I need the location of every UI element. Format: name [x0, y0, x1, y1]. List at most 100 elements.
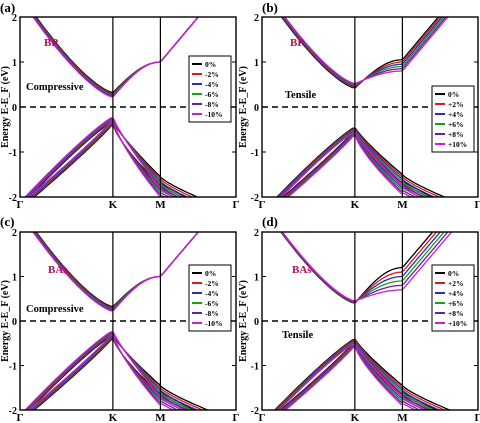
legend-entry: -2%: [205, 279, 219, 288]
x-tick-label: Γ: [475, 199, 480, 211]
band-line: [24, 116, 176, 197]
panel-label: (d): [262, 214, 278, 229]
x-tick-label: Γ: [17, 199, 24, 211]
bands: [24, 17, 200, 197]
y-axis-label: Energy E-E_F (eV): [0, 280, 11, 362]
panel-label: (c): [0, 214, 14, 229]
strain-label: Tensile: [285, 90, 316, 101]
band-line: [276, 341, 436, 410]
legend-entry: -8%: [205, 309, 219, 318]
band-line: [284, 132, 425, 197]
band-line: [285, 133, 421, 197]
band-line: [282, 345, 425, 410]
legend-entry: 0%: [205, 269, 216, 278]
band-line: [286, 134, 417, 197]
y-tick-label: 0: [254, 103, 259, 114]
x-tick-label: Γ: [259, 199, 266, 211]
y-tick-label: 2: [254, 228, 259, 239]
band-line: [284, 346, 417, 410]
legend-entry: +8%: [448, 309, 464, 318]
band-line: [27, 334, 175, 410]
legend-entry: +10%: [448, 319, 467, 328]
y-tick-label: 0: [12, 317, 17, 328]
band-line: [32, 17, 200, 98]
y-tick-label: 2: [12, 13, 17, 24]
legend-entry: +4%: [448, 110, 464, 119]
legend: 0%-2%-4%-6%-8%-10%: [188, 55, 232, 123]
band-line: [275, 340, 441, 410]
legend-entry: -8%: [205, 100, 219, 109]
x-tick-label: K: [109, 199, 118, 211]
strain-label: Compressive: [26, 82, 84, 93]
panel-label: (a): [0, 0, 15, 15]
y-tick-label: 1: [12, 273, 17, 284]
material-label: BP: [44, 37, 58, 49]
band-line: [33, 125, 187, 197]
band-line: [32, 124, 183, 197]
y-tick-label: -1: [9, 362, 17, 373]
material-label: BAs: [48, 264, 68, 276]
x-tick-label: Γ: [233, 199, 240, 211]
legend-entry: +4%: [448, 289, 464, 298]
x-tick-label: K: [351, 199, 360, 211]
y-tick-label: 2: [12, 228, 17, 239]
strain-label: Compressive: [26, 304, 84, 315]
x-tick-label: Γ: [17, 412, 24, 423]
legend-entry: -4%: [205, 289, 219, 298]
y-axis-label: Energy E-E_F (eV): [238, 66, 249, 148]
band-line: [284, 17, 449, 84]
band-line: [280, 343, 434, 410]
legend-box: [188, 264, 232, 332]
legend-entry: +6%: [448, 120, 464, 129]
band-line: [283, 345, 421, 410]
y-tick-label: 2: [254, 13, 259, 24]
legend: 0%-2%-4%-6%-8%-10%: [188, 264, 232, 332]
legend-box: [431, 264, 475, 332]
y-tick-label: -1: [9, 148, 17, 159]
legend-box: [188, 55, 232, 123]
x-tick-label: M: [155, 412, 166, 423]
y-tick-label: -2: [9, 193, 17, 204]
material-label: BAs: [292, 264, 312, 276]
bands: [273, 232, 453, 410]
y-tick-label: 1: [254, 273, 259, 284]
x-tick-label: Γ: [475, 412, 480, 423]
y-axis-label: Energy E-E_F (eV): [0, 66, 11, 148]
y-tick-label: 1: [12, 58, 17, 69]
legend-entry: 0%: [448, 269, 459, 278]
y-tick-label: 0: [12, 103, 17, 114]
band-line: [28, 121, 199, 197]
y-tick-label: -1: [251, 148, 259, 159]
band-line: [27, 120, 194, 197]
x-tick-label: M: [397, 412, 408, 423]
panel-label: (b): [262, 0, 278, 15]
band-line: [281, 232, 453, 302]
legend-entry: -4%: [205, 80, 219, 89]
legend-entry: -2%: [205, 70, 219, 79]
band-line: [28, 335, 210, 410]
band-line: [279, 342, 438, 410]
x-tick-label: Γ: [233, 412, 240, 423]
legend-entry: +10%: [448, 140, 467, 149]
y-tick-label: 1: [254, 58, 259, 69]
band-line: [287, 135, 413, 197]
legend-entry: -6%: [205, 90, 219, 99]
band-line: [32, 232, 200, 312]
bands: [24, 232, 210, 410]
legend-entry: -10%: [205, 319, 223, 328]
band-line: [27, 120, 166, 197]
legend-box: [431, 85, 475, 153]
x-tick-label: K: [109, 412, 118, 423]
legend-entry: 0%: [448, 90, 459, 99]
y-tick-label: -1: [251, 362, 259, 373]
y-tick-label: 0: [254, 317, 259, 328]
bands: [276, 17, 449, 197]
x-tick-label: M: [155, 199, 166, 211]
strain-label: Tensile: [282, 330, 313, 341]
x-tick-label: M: [397, 199, 408, 211]
